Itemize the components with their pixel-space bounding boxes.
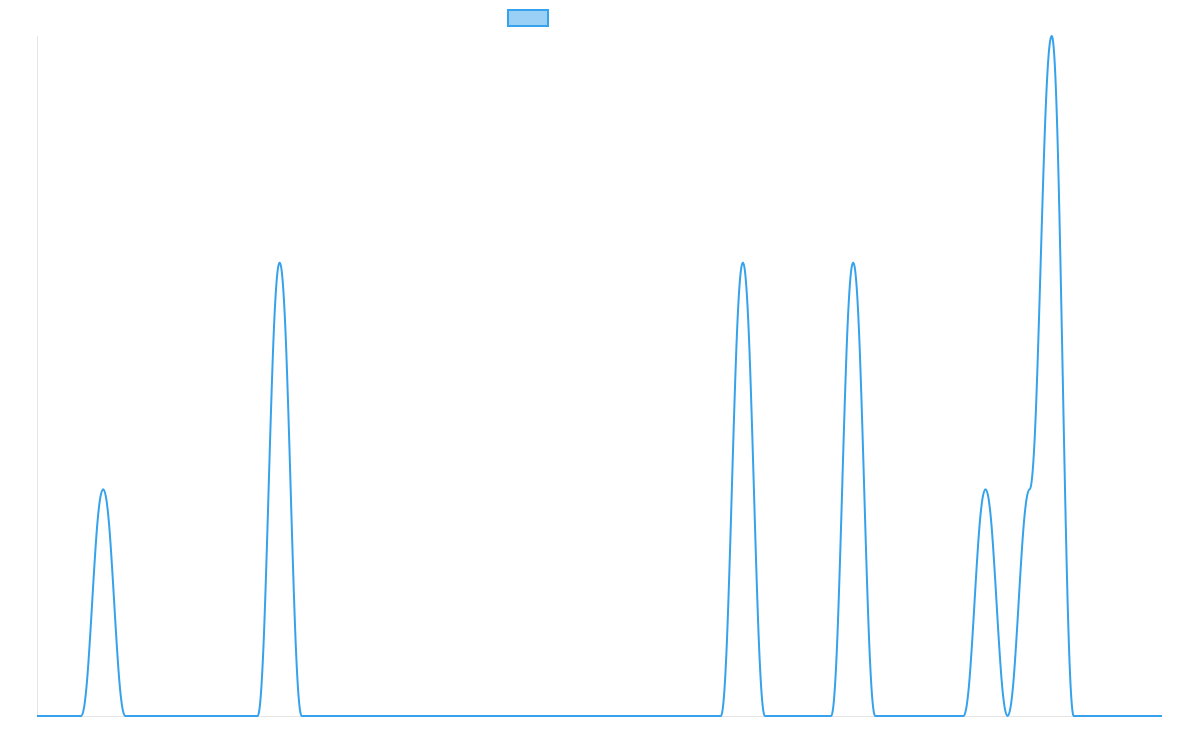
series-line <box>37 34 1162 718</box>
legend-swatch[interactable] <box>507 9 549 27</box>
series-layer <box>37 34 1162 718</box>
